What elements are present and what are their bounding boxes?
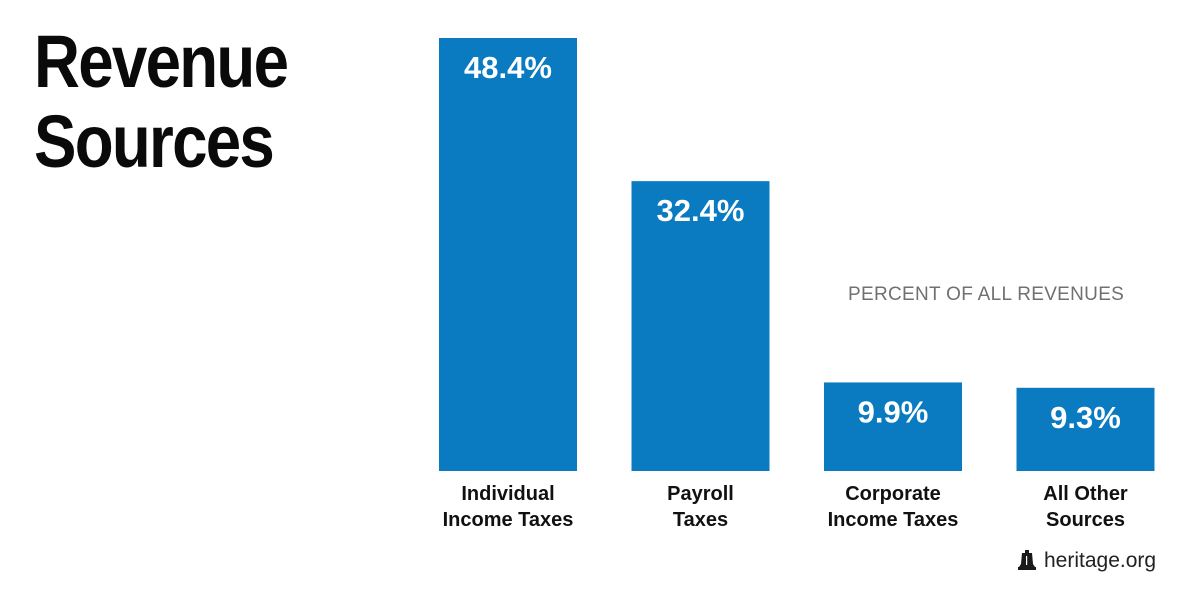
source-credit: heritage.org — [1018, 546, 1156, 576]
category-label: All Other Sources — [1043, 483, 1128, 531]
category-label: Payroll Taxes — [667, 483, 734, 531]
bar — [631, 181, 770, 471]
bar-value-label: 32.4% — [657, 193, 745, 228]
bar-value-label: 9.3% — [1050, 400, 1121, 435]
bar — [439, 38, 577, 471]
chart-subtitle: PERCENT OF ALL REVENUES — [848, 284, 1124, 305]
category-label: Individual Income Taxes — [443, 483, 574, 531]
bar-value-label: 48.4% — [464, 50, 552, 85]
source-text: heritage.org — [1044, 549, 1157, 572]
category-label: Corporate Income Taxes — [828, 483, 959, 531]
bar-value-label: 9.9% — [858, 394, 929, 429]
chart-title: Revenue Sources — [34, 20, 289, 183]
bar — [1016, 387, 1155, 471]
liberty-bell-icon — [1018, 550, 1036, 570]
bar — [824, 382, 962, 471]
